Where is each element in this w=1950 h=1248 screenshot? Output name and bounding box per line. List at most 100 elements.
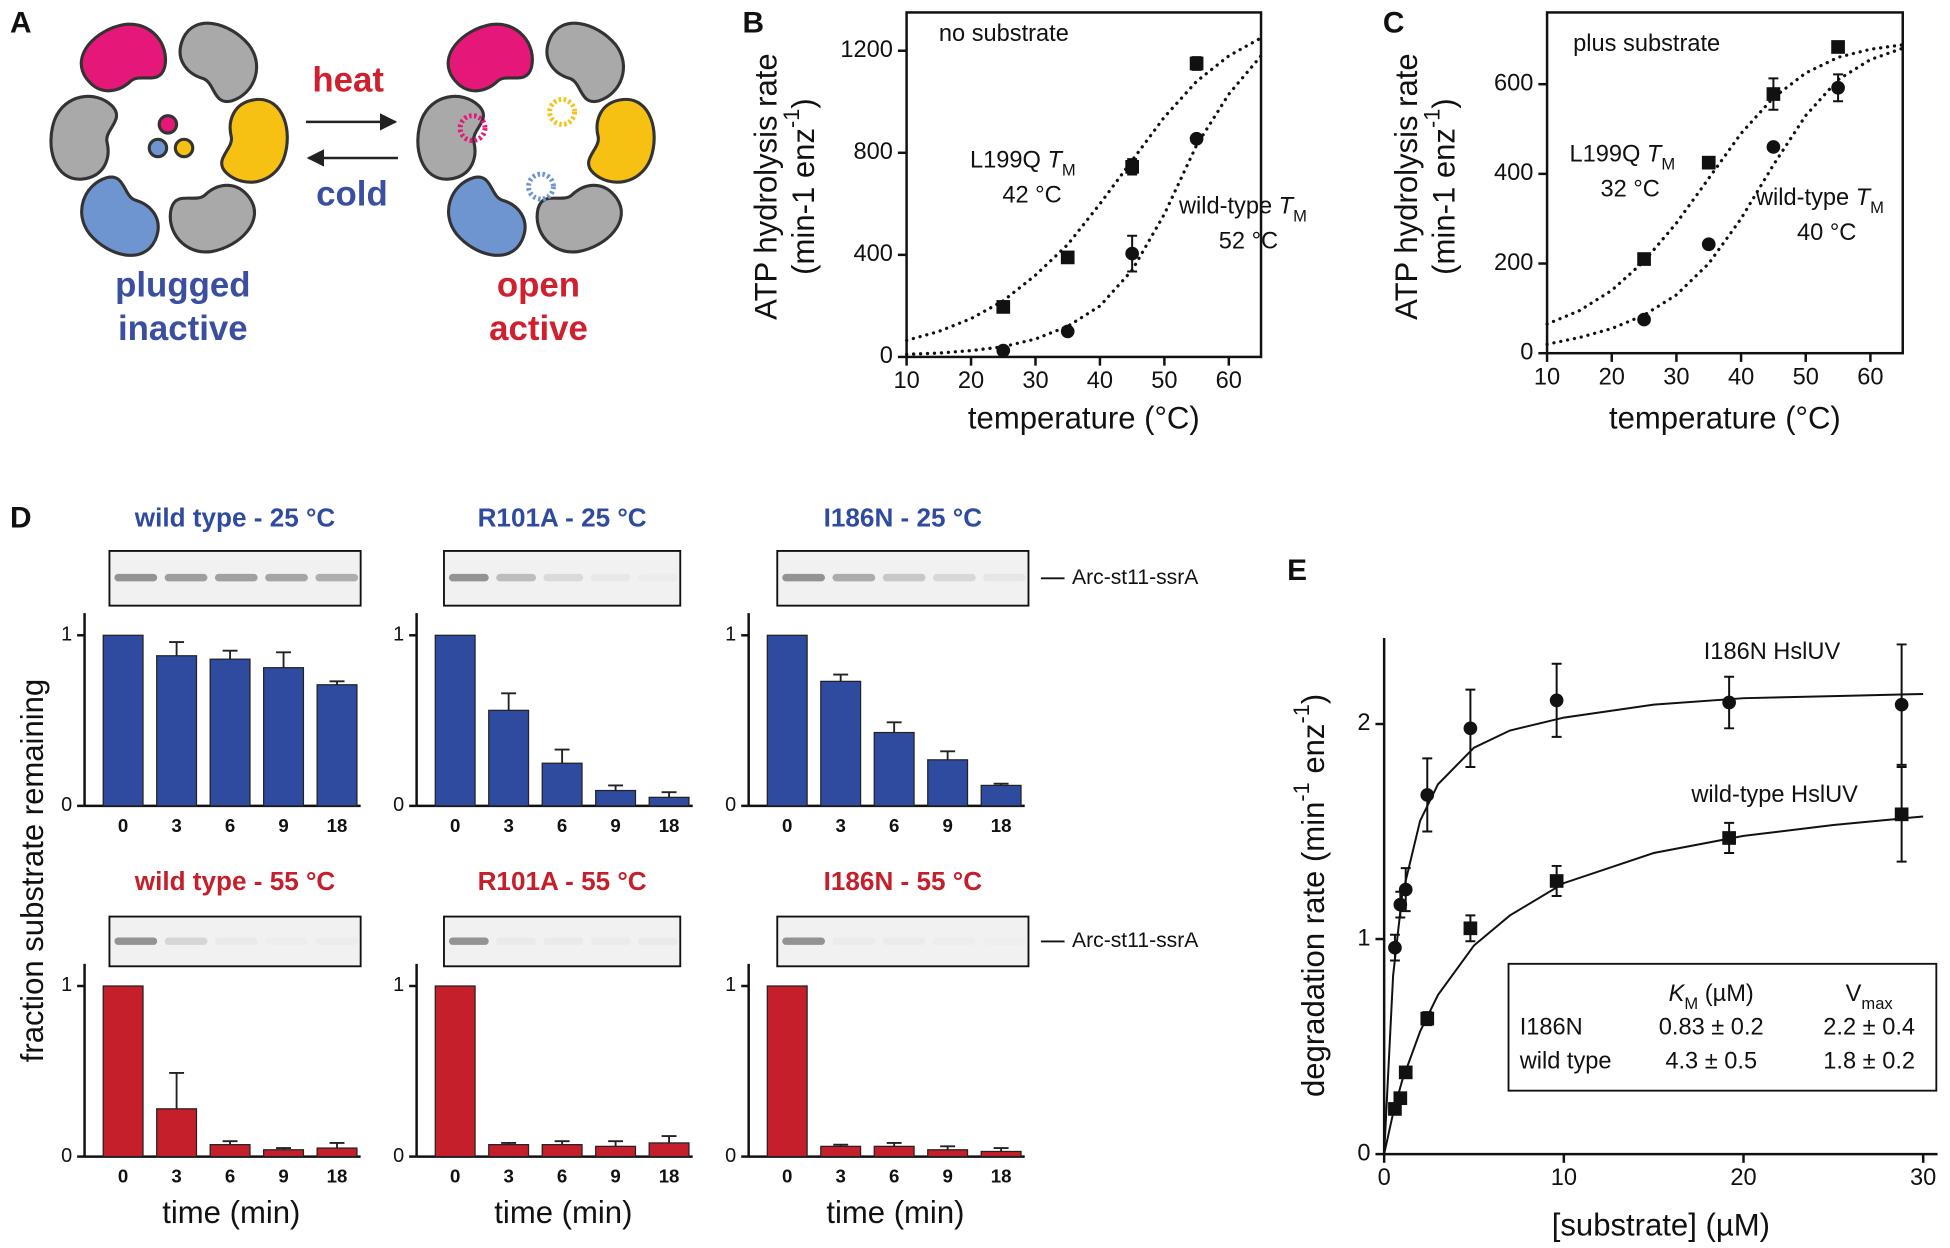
data-point bbox=[1125, 246, 1139, 261]
y-tick-label: 400 bbox=[1494, 160, 1533, 186]
error-bar bbox=[993, 782, 1009, 786]
y-tick-label: 1 bbox=[61, 974, 72, 996]
y-tick-label: 0 bbox=[61, 794, 72, 816]
data-point bbox=[1637, 312, 1651, 327]
y-tick-label: 0 bbox=[61, 1145, 72, 1167]
annotation: I186N HslUV bbox=[1704, 639, 1841, 665]
y-tick-label: 0 bbox=[393, 794, 404, 816]
panel-letter: D bbox=[10, 502, 32, 535]
gel-band bbox=[832, 937, 875, 944]
y-axis-label: ATP hydrolysis rate bbox=[749, 53, 784, 320]
text-part: plus substrate bbox=[1573, 31, 1720, 57]
annotation: no substrate bbox=[939, 21, 1069, 47]
y-tick-label: 2 bbox=[1357, 710, 1370, 736]
bar bbox=[541, 1144, 583, 1158]
pore-loop bbox=[173, 137, 195, 159]
x-tick-label: 0 bbox=[118, 815, 128, 836]
text-part: ATP hydrolysis rate bbox=[749, 53, 784, 320]
chart-title: R101A - 55 °C bbox=[478, 866, 647, 896]
x-tick-label: 9 bbox=[278, 815, 288, 836]
gel-band bbox=[983, 937, 1026, 944]
chart-title: I186N - 55 °C bbox=[824, 866, 983, 896]
bar bbox=[595, 1145, 637, 1158]
y-tick-label: 1 bbox=[1357, 925, 1370, 951]
text-part: ATP hydrolysis rate bbox=[1389, 53, 1424, 320]
x-tick-label: 20 bbox=[1730, 1165, 1756, 1191]
table-cell: 2.2 ± 0.4 bbox=[1823, 1015, 1915, 1041]
error-bar bbox=[276, 1147, 292, 1150]
gel-band bbox=[637, 937, 678, 945]
x-axis-label: [substrate] (µM) bbox=[1552, 1208, 1770, 1243]
data-point bbox=[1189, 131, 1204, 146]
bar bbox=[648, 796, 690, 807]
gel-band bbox=[543, 937, 584, 945]
y-tick-label: 0 bbox=[1357, 1140, 1370, 1166]
x-tick-label: 60 bbox=[1857, 364, 1883, 390]
bar bbox=[595, 789, 637, 807]
bar bbox=[820, 680, 862, 807]
bar bbox=[209, 658, 251, 807]
bar bbox=[927, 759, 969, 807]
x-tick-label: 6 bbox=[557, 815, 567, 836]
error-bar bbox=[661, 1135, 677, 1143]
cold-label: cold bbox=[316, 175, 388, 214]
table-cell: I186N bbox=[1520, 1015, 1583, 1041]
table-cell: wild type bbox=[1519, 1048, 1612, 1074]
annotation: 32 °C bbox=[1601, 177, 1660, 203]
x-tick-label: 18 bbox=[659, 815, 680, 836]
text-part: T bbox=[1279, 194, 1295, 220]
gel-band bbox=[114, 937, 158, 945]
fit-line bbox=[1383, 815, 1924, 1155]
x-tick-label: 20 bbox=[958, 368, 984, 394]
x-axis-label: temperature (°C) bbox=[1609, 401, 1841, 436]
x-tick-label: 9 bbox=[610, 1166, 620, 1187]
y-axis-label: ATP hydrolysis rate bbox=[1389, 53, 1424, 320]
subunit bbox=[66, 167, 175, 269]
x-tick-label: 3 bbox=[503, 1166, 513, 1187]
text-part: no substrate bbox=[939, 21, 1069, 47]
subunit bbox=[435, 8, 544, 110]
x-axis-label: time (min) bbox=[826, 1195, 964, 1230]
y-tick-label: 600 bbox=[1494, 70, 1533, 96]
gel-band bbox=[164, 573, 208, 582]
bar bbox=[209, 1144, 251, 1158]
subunit bbox=[68, 8, 177, 110]
panel-letter: C bbox=[1383, 7, 1405, 40]
x-tick-label: 40 bbox=[1087, 368, 1113, 394]
fit-line bbox=[904, 36, 1263, 343]
y-tick-label: 1 bbox=[393, 624, 404, 646]
error-bar bbox=[833, 1143, 849, 1147]
text-part: 40 °C bbox=[1797, 220, 1856, 246]
pore-loop bbox=[147, 137, 169, 159]
error-bar bbox=[329, 680, 345, 685]
data-point bbox=[1637, 252, 1651, 266]
bar bbox=[873, 731, 915, 807]
gel-band bbox=[315, 937, 358, 944]
y-axis-label: (min-1 enz-1) bbox=[779, 98, 821, 275]
error-bar bbox=[554, 748, 570, 764]
x-tick-label: 6 bbox=[225, 1166, 235, 1187]
gel-band bbox=[832, 573, 876, 582]
x-tick-label: 9 bbox=[942, 1166, 952, 1187]
subunit bbox=[531, 9, 639, 112]
gel-band bbox=[782, 573, 826, 582]
table-cell: 4.3 ± 0.5 bbox=[1665, 1048, 1757, 1074]
data-point bbox=[1766, 140, 1781, 154]
gel-band bbox=[496, 937, 537, 945]
error-bar bbox=[993, 1147, 1009, 1152]
data-point bbox=[1388, 1102, 1402, 1116]
data-point bbox=[1398, 882, 1413, 897]
bar bbox=[980, 1150, 1022, 1158]
bar bbox=[541, 762, 583, 807]
fit-line bbox=[1545, 46, 1905, 346]
x-axis-label: time (min) bbox=[162, 1195, 300, 1230]
data-point bbox=[1398, 1065, 1413, 1080]
x-tick-label: 40 bbox=[1728, 364, 1754, 390]
state-label: open bbox=[497, 265, 580, 304]
x-tick-label: 3 bbox=[171, 1166, 181, 1187]
panel-letter: B bbox=[742, 7, 764, 40]
y-tick-label: 800 bbox=[854, 139, 893, 165]
panel-a bbox=[49, 8, 656, 269]
text-part: 52 °C bbox=[1219, 229, 1278, 255]
text-part: T bbox=[1647, 142, 1663, 168]
